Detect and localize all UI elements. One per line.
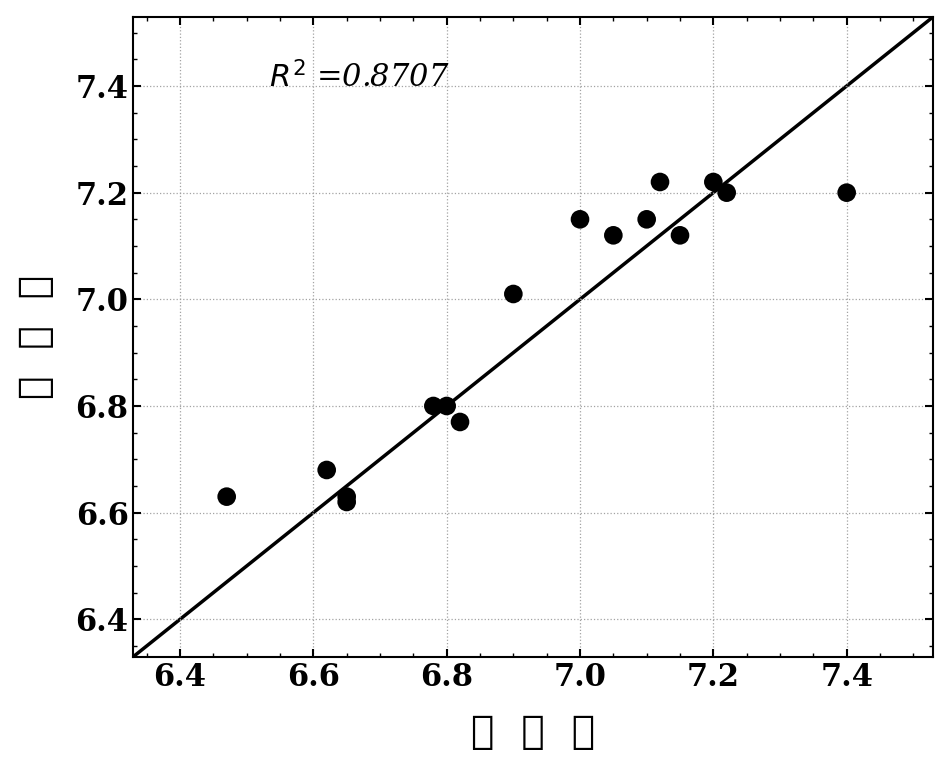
Point — [339, 491, 354, 503]
Point — [505, 288, 521, 300]
Point — [706, 176, 721, 188]
Point — [839, 187, 854, 199]
Point — [606, 229, 621, 241]
Point — [639, 214, 655, 226]
Point — [339, 496, 354, 508]
Point — [673, 229, 688, 241]
Point — [219, 491, 235, 503]
Text: $R^2$ =0.8707: $R^2$ =0.8707 — [270, 61, 450, 94]
Point — [426, 400, 441, 412]
Point — [653, 176, 668, 188]
Point — [319, 464, 334, 476]
Point — [452, 415, 467, 428]
Y-axis label: 预  测  値: 预 测 値 — [17, 275, 55, 399]
Point — [573, 214, 588, 226]
X-axis label: 测  量  値: 测 量 値 — [471, 713, 596, 751]
Point — [439, 400, 454, 412]
Point — [719, 187, 734, 199]
